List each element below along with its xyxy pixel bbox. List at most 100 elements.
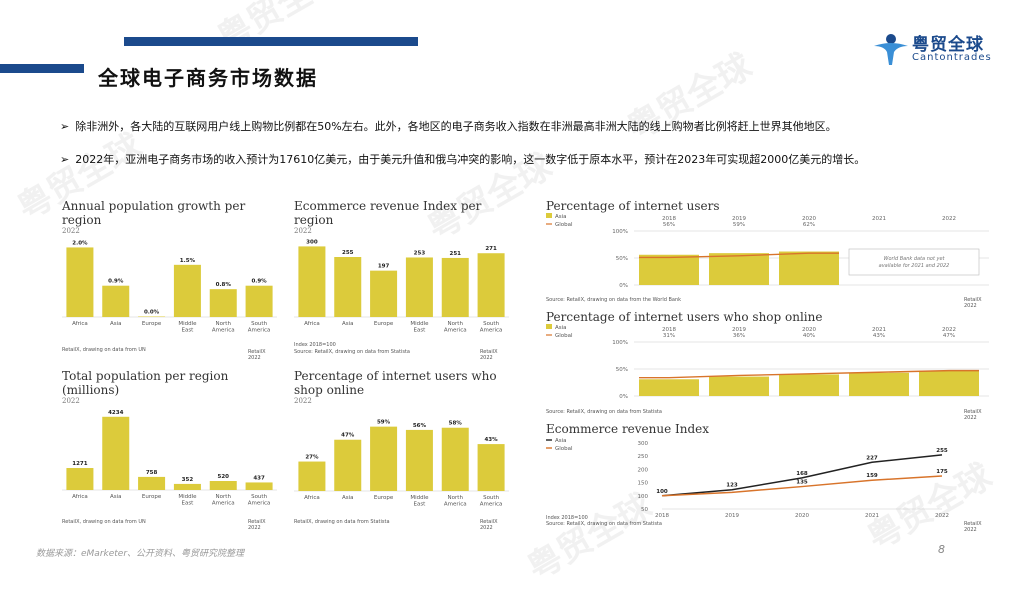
data-label: 437 [253,475,265,481]
chart-year: 2022 [294,397,312,405]
panel-revenue-index-region: Ecommerce revenue Index per region 2022 … [294,199,509,361]
data-label: 4234 [108,410,123,416]
tick-label: South [251,494,267,500]
x-tick-label: 2019 [725,513,739,517]
tick-label: South [483,321,499,327]
bar-asia [102,416,130,490]
bar-asia-2021 [849,372,909,396]
line-global [639,252,839,259]
chart-title: Annual population growth per region [62,199,246,227]
data-label: 0.9% [108,279,124,285]
data-label: 520 [218,474,230,480]
bar-north-america [441,257,469,317]
y-tick-label: 50 [641,507,648,513]
bar-asia-2022 [919,370,979,396]
chart-source: Source: RetailX, drawing on data from St… [546,409,662,415]
logo: 粤贸全球 Cantontrades [872,30,1002,70]
legend-label-global: Global [555,222,573,228]
chart-source: Source: RetailX, drawing on data from St… [294,349,410,355]
chart-source: Source: RetailX, drawing on data from th… [546,297,682,303]
line-asia [661,454,943,497]
y-tick-label: 100% [612,229,628,235]
data-label: 1.5% [180,258,196,264]
logo-text-en: Cantontrades [912,52,992,63]
bar-middle-east [173,483,201,490]
tick-label: South [483,495,499,501]
data-label: 255 [342,250,354,256]
legend-label-asia: Asia [555,214,567,220]
bullet-2-text: 2022年，亚洲电子商务市场的收入预计为17610亿美元，由于美元升值和俄乌冲突… [75,153,866,166]
bar-middle-east [405,257,433,317]
legend-swatch-asia [546,324,552,329]
tick-label: Africa [304,321,320,327]
x-tick-label: 2021 [865,513,879,517]
data-label: 62% [803,222,815,228]
tick-label: North [448,321,464,327]
tick-label: North [216,321,232,327]
data-label: 2.0% [72,240,88,246]
bar-asia-2019 [709,253,769,285]
data-label: 197 [378,264,390,270]
tick-label: Asia [342,495,354,501]
chart-source: RetailX, drawing on data from Statista [294,519,390,525]
data-label: 168 [796,471,808,477]
bar-europe [138,476,166,490]
bar-middle-east [173,264,201,317]
data-label: 758 [146,470,158,476]
data-label: 271 [485,246,497,252]
bar-europe [370,426,398,491]
revenue-index-trend-chart: Asia Global 300 250 200 150 100 50 2018 2019 2020 2… [546,438,949,517]
bar-north-america [441,427,469,491]
legend-label-global: Global [555,333,573,339]
tick-label: Africa [72,494,88,500]
tick-label: East [181,328,194,334]
x-tick-label: 2022 [935,513,949,517]
tick-label: America [212,328,235,334]
bar-south-america [477,444,505,491]
data-label: 58% [449,421,463,427]
data-label: 0.9% [251,279,267,285]
data-label: 1271 [72,461,87,467]
chart-credit: RetailX 2022 [480,519,498,531]
panel-population-growth: Annual population growth per region 2022… [62,199,277,361]
x-tick-label: 2020 [802,327,816,333]
header-accent-bar [124,37,418,46]
data-label: 175 [936,469,948,475]
data-label: 0.8% [216,282,232,288]
y-tick-label: 50% [616,367,628,373]
tick-label: Middle [410,495,429,501]
chart-year: 2022 [62,227,80,235]
tick-label: America [248,328,271,334]
legend-label-asia: Asia [555,325,567,331]
bar-north-america [209,481,237,490]
x-tick-label: 2020 [795,513,809,517]
x-tick-label: 2018 [662,327,676,333]
chart-source: Source: RetailX, drawing on data from St… [546,521,662,527]
data-label: 56% [663,222,675,228]
line-global [639,369,979,379]
data-label: 300 [306,239,318,245]
total-population-chart: 1271 Africa 4234 Asia 758 Europe 352 MiddleEast… [62,410,277,507]
data-label: 100 [656,489,668,495]
tick-label: Asia [342,321,354,327]
tick-label: America [444,502,467,508]
bar-africa [298,246,326,317]
data-label: 159 [866,473,878,479]
population-growth-chart: 2.0% Africa 0.9% Asia 0.0% Europe 1.5% MiddleEa… [62,240,277,334]
page-title: 全球电子商务市场数据 [98,66,318,90]
x-tick-label: 2018 [662,216,676,222]
chart-title: Percentage of internet users who shop on… [546,310,823,324]
chart-credit: RetailX 2022 [248,349,266,361]
y-tick-label: 0% [619,283,628,289]
tick-label: Europe [374,321,394,327]
watermark: 粤贸全球 [210,0,349,59]
bar-south-america [245,285,273,317]
y-tick-label: 0% [619,394,628,400]
panel-shop-online-trend: Percentage of internet users who shop on… [546,310,991,421]
bar-south-america [477,253,505,317]
x-tick-label: 2021 [872,327,886,333]
x-tick-label: 2022 [942,327,956,333]
logo-text-cn: 粤贸全球 [912,35,984,55]
